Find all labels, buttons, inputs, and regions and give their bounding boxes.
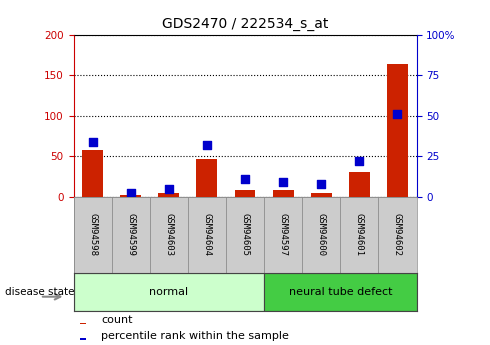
Bar [387, 65, 408, 197]
Text: GSM94605: GSM94605 [241, 213, 249, 256]
Point [203, 142, 211, 148]
Text: GSM94602: GSM94602 [393, 213, 402, 256]
Bar [349, 172, 370, 197]
Text: GSM94601: GSM94601 [355, 213, 364, 256]
Bar [226, 197, 264, 273]
Bar [311, 193, 332, 197]
Point [279, 179, 287, 185]
Bar [235, 190, 255, 197]
Text: percentile rank within the sample: percentile rank within the sample [101, 331, 289, 341]
Bar [112, 197, 150, 273]
Bar [264, 197, 302, 273]
Text: normal: normal [149, 287, 188, 296]
Text: GSM94603: GSM94603 [164, 213, 173, 256]
Bar [158, 193, 179, 197]
Point [241, 176, 249, 181]
Title: GDS2470 / 222534_s_at: GDS2470 / 222534_s_at [162, 17, 328, 31]
Bar [74, 197, 112, 273]
Bar [340, 197, 378, 273]
Bar [80, 323, 86, 324]
Bar [80, 338, 86, 340]
Point [89, 139, 97, 144]
Text: neural tube defect: neural tube defect [289, 287, 392, 296]
Bar [188, 197, 226, 273]
Bar [302, 197, 340, 273]
Point [393, 111, 401, 117]
Bar [378, 197, 416, 273]
Text: GSM94597: GSM94597 [279, 213, 288, 256]
Bar [196, 159, 218, 197]
Point [355, 158, 363, 164]
Bar [264, 273, 416, 310]
Text: GSM94600: GSM94600 [317, 213, 326, 256]
Point [127, 191, 135, 196]
Bar [150, 197, 188, 273]
Text: GSM94599: GSM94599 [126, 213, 135, 256]
Bar [120, 195, 141, 197]
Text: disease state: disease state [5, 287, 74, 296]
Bar [272, 190, 294, 197]
Text: count: count [101, 315, 132, 325]
Text: GSM94598: GSM94598 [88, 213, 97, 256]
Text: GSM94604: GSM94604 [202, 213, 211, 256]
Point [165, 186, 172, 191]
Bar [82, 150, 103, 197]
Bar [74, 273, 264, 310]
Point [318, 181, 325, 186]
